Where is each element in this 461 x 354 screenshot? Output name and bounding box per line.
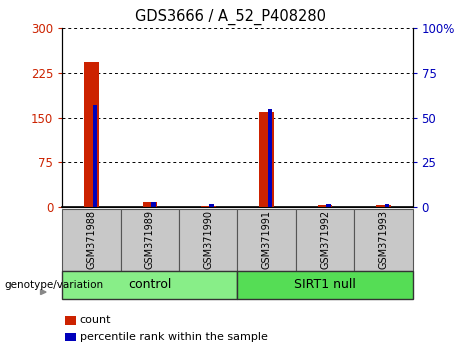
Bar bbox=[65, 333, 76, 341]
Bar bbox=[376, 205, 391, 207]
Bar bbox=[62, 209, 121, 271]
Text: GSM371990: GSM371990 bbox=[203, 210, 213, 269]
Bar bbox=[209, 204, 214, 207]
Bar bbox=[237, 209, 296, 271]
Bar bbox=[151, 202, 156, 207]
Bar bbox=[259, 112, 274, 207]
Bar bbox=[268, 109, 272, 207]
Text: SIRT1 null: SIRT1 null bbox=[294, 279, 356, 291]
Bar bbox=[296, 209, 354, 271]
Bar bbox=[121, 209, 179, 271]
Bar bbox=[142, 202, 157, 207]
Bar bbox=[326, 204, 331, 207]
Bar bbox=[237, 271, 413, 299]
Bar bbox=[84, 62, 99, 207]
Bar bbox=[318, 205, 332, 207]
Text: percentile rank within the sample: percentile rank within the sample bbox=[80, 332, 268, 342]
Text: GSM371988: GSM371988 bbox=[86, 210, 96, 269]
Text: GDS3666 / A_52_P408280: GDS3666 / A_52_P408280 bbox=[135, 9, 326, 25]
Bar bbox=[179, 209, 237, 271]
Text: control: control bbox=[128, 279, 171, 291]
Text: GSM371991: GSM371991 bbox=[261, 210, 272, 269]
Bar bbox=[65, 316, 76, 325]
Bar bbox=[62, 271, 237, 299]
Bar bbox=[354, 209, 413, 271]
Bar bbox=[384, 204, 389, 207]
Bar bbox=[201, 206, 216, 207]
Text: GSM371993: GSM371993 bbox=[378, 210, 389, 269]
Text: GSM371989: GSM371989 bbox=[145, 210, 155, 269]
Text: GSM371992: GSM371992 bbox=[320, 210, 330, 269]
Bar bbox=[93, 105, 97, 207]
Text: count: count bbox=[80, 315, 111, 325]
Text: genotype/variation: genotype/variation bbox=[5, 280, 104, 290]
